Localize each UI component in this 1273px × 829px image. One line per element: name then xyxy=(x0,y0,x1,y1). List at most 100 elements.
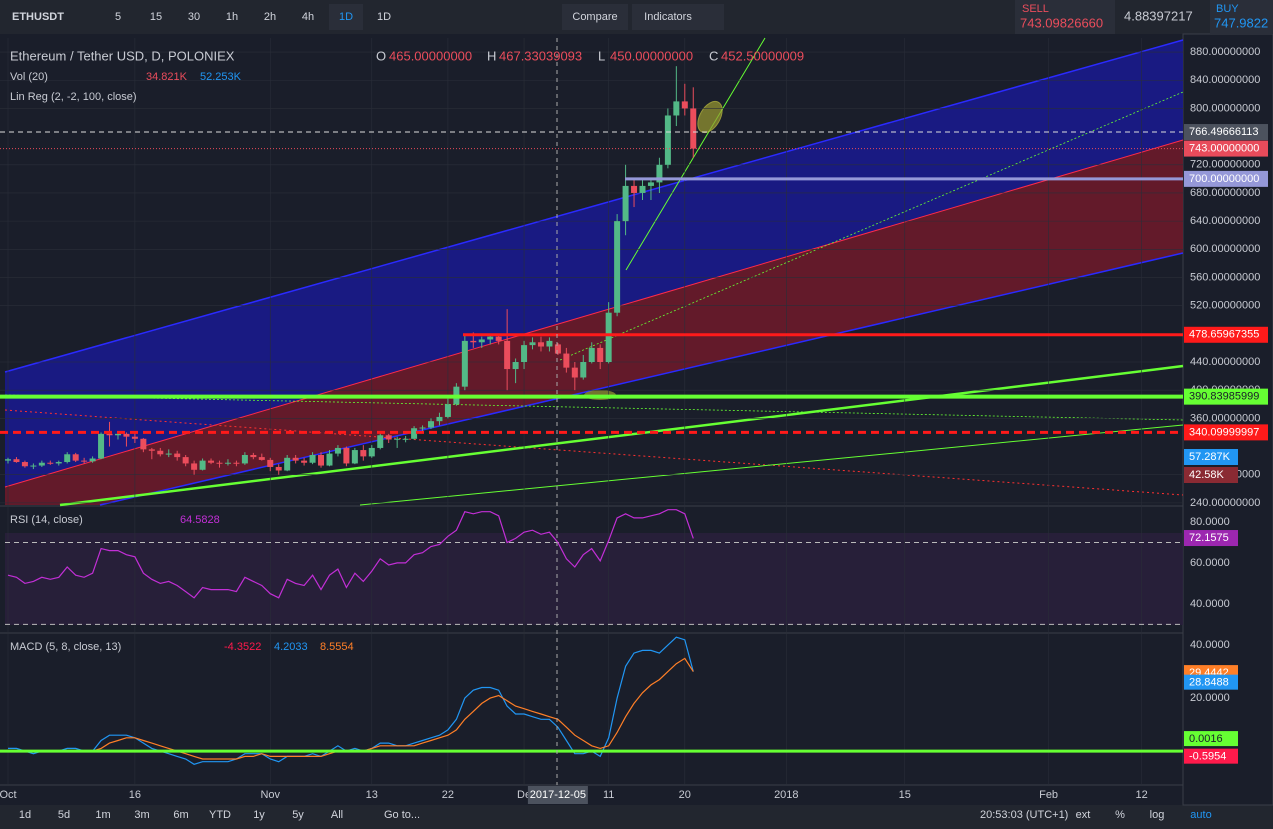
sell-label: SELL xyxy=(1022,3,1049,15)
candle-body xyxy=(360,450,367,457)
legend-c: C xyxy=(709,48,718,63)
range-button[interactable]: YTD xyxy=(209,809,231,821)
candle-body xyxy=(647,182,654,186)
candle-body xyxy=(267,459,274,467)
rsi-badge xyxy=(1184,530,1238,547)
x-tick-label: Nov xyxy=(260,789,280,801)
option-button[interactable]: ext xyxy=(1076,809,1091,821)
x-tick-label: 20 xyxy=(679,789,691,801)
x-tick-label: 16 xyxy=(129,789,141,801)
clock: 20:53:03 (UTC+1) xyxy=(980,809,1068,821)
vol-label: Vol (20) xyxy=(10,71,48,83)
macd-value: 8.5554 xyxy=(320,641,354,653)
option-button[interactable]: % xyxy=(1115,809,1125,821)
legend-high: 467.33039093 xyxy=(499,48,582,63)
candle-body xyxy=(664,115,671,165)
interval-button[interactable] xyxy=(139,4,173,30)
indicators-label: Indicators xyxy=(644,11,692,23)
range-button[interactable]: 5y xyxy=(292,809,304,821)
option-button[interactable]: auto xyxy=(1190,809,1211,821)
sell-box[interactable] xyxy=(1015,0,1115,34)
candle-body xyxy=(631,185,638,193)
trend-line xyxy=(59,364,1184,507)
candle-body xyxy=(318,454,325,466)
interval-label: 2h xyxy=(264,11,276,23)
candle-body xyxy=(681,101,688,109)
regression-bottom xyxy=(99,252,1184,506)
y-tick-label: 800.00000000 xyxy=(1190,102,1260,114)
regression-top xyxy=(4,39,1184,373)
range-button[interactable]: All xyxy=(331,809,343,821)
candle-body xyxy=(605,312,612,363)
candle-body xyxy=(216,462,223,464)
candle-body xyxy=(470,340,477,343)
candle-body xyxy=(199,460,206,470)
range-button[interactable]: 6m xyxy=(173,809,188,821)
indicators-button[interactable] xyxy=(632,4,724,30)
price-badge-label: 340.09999997 xyxy=(1189,426,1259,438)
x-tick-label: Oct xyxy=(0,789,17,801)
range-button[interactable]: 1d xyxy=(19,809,31,821)
candle-body xyxy=(377,435,384,448)
rsi-tick-label: 60.0000 xyxy=(1190,557,1230,569)
x-tick-label: 11 xyxy=(603,789,614,801)
candle-body xyxy=(89,458,96,462)
trend-line xyxy=(359,424,1184,506)
candle-body xyxy=(334,447,341,454)
y-tick-label: 640.00000000 xyxy=(1190,215,1260,227)
chart-layer: Oct 16 Nov 13 22 De 11 20 2018 15 Feb 12 2017-12-05 8… xyxy=(0,38,1268,804)
candle-body xyxy=(690,108,697,149)
rsi-tick-label: 80.0000 xyxy=(1190,516,1230,528)
range-button[interactable]: 1y xyxy=(253,809,265,821)
price-badge xyxy=(1184,124,1268,141)
interval-button[interactable] xyxy=(101,4,135,30)
macd-badge-label: 0.0016 xyxy=(1189,733,1223,745)
candle-body xyxy=(614,221,621,313)
candle-body xyxy=(478,339,485,343)
candle-body xyxy=(182,457,189,464)
candle-body xyxy=(385,435,392,440)
regression-upper xyxy=(5,40,1183,487)
rsi-label: RSI (14, close) xyxy=(10,514,83,526)
price-badge-label: 700.00000000 xyxy=(1189,173,1259,185)
legend-open: 465.00000000 xyxy=(389,48,472,63)
interval-button[interactable] xyxy=(215,4,249,30)
range-button[interactable]: 5d xyxy=(58,809,70,821)
candle-body xyxy=(131,436,138,439)
rsi-band xyxy=(5,533,1183,625)
candle-body xyxy=(309,454,316,463)
macd-tick-label: 40.0000 xyxy=(1190,639,1230,651)
range-button[interactable]: 3m xyxy=(134,809,149,821)
price-badge-label: 390.83985999 xyxy=(1189,391,1259,403)
trend-line xyxy=(625,37,766,271)
candle-body xyxy=(284,457,291,471)
goto-button[interactable]: Go to... xyxy=(384,809,420,821)
vol-value: 52.253K xyxy=(200,71,242,83)
interval-button[interactable] xyxy=(367,4,401,30)
candle-body xyxy=(250,454,257,458)
legend-low: 450.00000000 xyxy=(610,48,693,63)
macd-badge xyxy=(1184,731,1238,747)
interval-button[interactable] xyxy=(329,4,363,30)
regression-lower xyxy=(5,140,1183,505)
trend-line xyxy=(559,91,1184,361)
interval-button[interactable] xyxy=(253,4,287,30)
symbol[interactable]: ETHUSDT xyxy=(12,11,64,23)
price-badge xyxy=(1184,140,1268,157)
spread: 4.88397217 xyxy=(1124,8,1193,23)
option-button[interactable]: log xyxy=(1150,809,1165,821)
interval-button[interactable] xyxy=(291,4,325,30)
candle-body xyxy=(5,459,11,461)
buy-box[interactable] xyxy=(1210,0,1273,34)
x-tick-label: 12 xyxy=(1136,789,1148,801)
interval-button[interactable] xyxy=(177,4,211,30)
candle-body xyxy=(639,185,646,193)
rsi-value: 64.5828 xyxy=(180,514,220,526)
range-button[interactable]: 1m xyxy=(95,809,110,821)
compare-button[interactable] xyxy=(562,4,628,30)
candle-body xyxy=(140,438,147,450)
candle-body xyxy=(208,460,215,463)
candle-body xyxy=(64,454,71,463)
candle-body xyxy=(13,459,20,463)
